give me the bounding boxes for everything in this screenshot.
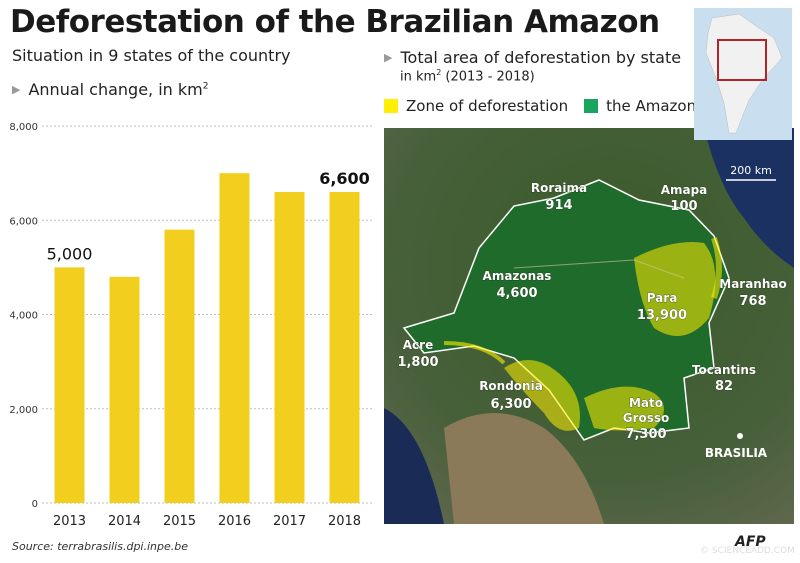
deforestation-zone-rondonia: [504, 360, 580, 431]
bar-2013: [54, 267, 85, 503]
inset-highlight-box: [717, 39, 767, 81]
source-note: Source: terrabrasilis.dpi.inpe.be: [12, 540, 189, 553]
state-value-acre: 1,800: [397, 355, 438, 370]
afp-logo: AFP: [735, 534, 766, 550]
bar-2015: [164, 229, 195, 504]
deforestation-map: Roraima 914 Amapa 100 Amazonas 4,600 Par…: [384, 128, 794, 524]
state-value-rondonia: 6,300: [490, 397, 531, 412]
legend-item-amazon: the Amazon: [584, 97, 696, 115]
ocean-pacific: [384, 408, 444, 524]
bar-2014: [109, 276, 140, 503]
state-value-amazonas: 4,600: [496, 286, 537, 301]
x-tick-label: 2013: [53, 514, 86, 529]
state-name-para: Para: [647, 291, 678, 305]
x-tick-label: 2017: [273, 514, 306, 529]
state-value-maranhao: 768: [739, 294, 766, 309]
map-unit: in km2 (2013 - 2018): [400, 68, 535, 85]
state-value-amapa: 100: [670, 199, 697, 214]
deforestation-zone-para: [634, 242, 716, 336]
page-title: Deforestation of the Brazilian Amazon: [10, 4, 660, 40]
state-name-matogrosso-2: Grosso: [623, 411, 670, 425]
state-name-tocantins: Tocantins: [692, 363, 756, 377]
andes-terrain: [444, 413, 604, 524]
state-name-matogrosso-1: Mato: [629, 396, 663, 410]
scale-bar: 200 km: [726, 164, 776, 181]
triangle-icon: ▶: [384, 51, 393, 64]
south-america-shape: [705, 13, 783, 134]
state-value-matogrosso: 7,300: [625, 427, 666, 442]
capital-marker: BRASILIA: [705, 433, 768, 460]
triangle-icon: ▶: [12, 83, 21, 96]
bar-2016: [219, 173, 250, 503]
state-name-amazonas: Amazonas: [483, 269, 552, 283]
data-label: 6,600: [319, 169, 370, 188]
map-title: ▶ Total area of deforestation by state: [384, 48, 682, 67]
state-name-roraima: Roraima: [531, 181, 587, 195]
state-value-roraima: 914: [545, 198, 572, 213]
credit-site: © SCIENCEADD.COM: [700, 546, 795, 556]
bar-2017: [274, 191, 305, 503]
y-tick-label: 2,000: [9, 405, 38, 416]
state-labels: Roraima 914 Amapa 100 Amazonas 4,600 Par…: [397, 181, 787, 443]
state-name-rondonia: Rondonia: [479, 379, 543, 393]
state-name-amapa: Amapa: [661, 183, 708, 197]
legend-swatch: [584, 99, 599, 113]
state-value-tocantins: 82: [715, 379, 733, 394]
capital-label: BRASILIA: [705, 446, 768, 460]
x-tick-label: 2015: [163, 514, 196, 529]
state-name-maranhao: Maranhao: [719, 277, 786, 291]
y-tick-label: 8,000: [9, 122, 38, 133]
legend-swatch: [384, 99, 398, 113]
river: [513, 259, 685, 279]
bar-chart: 0 2,000 4,000 6,000 8,000 2013 2014 2015 2016 201…: [9, 122, 372, 529]
capital-dot: [737, 433, 743, 439]
chart-heading: ▶ Annual change, in km2: [12, 80, 209, 99]
y-tick-label: 0: [32, 499, 38, 510]
data-label: 5,000: [47, 244, 93, 263]
ocean-atlantic: [704, 128, 794, 268]
inset-locator-map: [694, 8, 792, 140]
x-tick-label: 2016: [218, 514, 251, 529]
y-tick-label: 4,000: [9, 311, 38, 322]
x-tick-label: 2014: [108, 514, 141, 529]
x-tick-label: 2018: [328, 514, 361, 529]
deforestation-zone-maranhao: [711, 237, 722, 299]
scale-label: 200 km: [730, 164, 772, 177]
state-value-para: 13,900: [637, 308, 687, 323]
subtitle: Situation in 9 states of the country: [12, 46, 291, 65]
deforestation-zone-acre: [443, 341, 506, 365]
deforestation-zone-matogrosso: [584, 386, 664, 431]
map-legend: Zone of deforestation the Amazon: [384, 97, 712, 115]
legend-item-deforestation: Zone of deforestation: [384, 97, 568, 115]
state-name-acre: Acre: [403, 338, 433, 352]
bar-2018: [329, 191, 360, 503]
y-tick-label: 6,000: [9, 216, 38, 227]
